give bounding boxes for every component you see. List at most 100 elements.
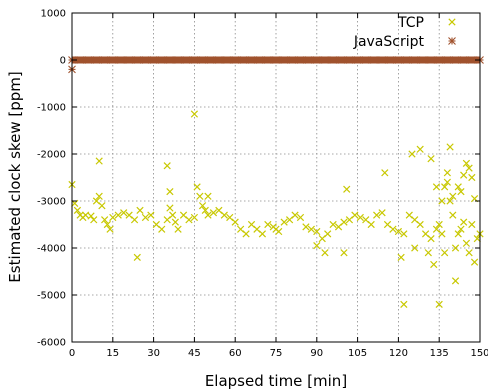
- tcp-point: [424, 249, 432, 257]
- tcp-point: [397, 253, 405, 262]
- tcp-point: [95, 157, 103, 165]
- tcp-point: [446, 143, 454, 151]
- tcp-point: [264, 220, 272, 229]
- tcp-point: [136, 206, 144, 215]
- tcp-point: [400, 300, 408, 309]
- tcp-point: [400, 230, 408, 238]
- x-tick-label: 75: [270, 348, 283, 359]
- tcp-point: [101, 216, 109, 224]
- tcp-point: [242, 230, 250, 238]
- x-tick-label: 60: [229, 348, 242, 359]
- legend: TCP JavaScript: [353, 15, 456, 50]
- y-tick-label: 1000: [41, 9, 66, 20]
- tcp-point: [457, 187, 465, 196]
- tcp-point: [201, 206, 209, 215]
- tcp-point: [296, 213, 305, 222]
- tcp-point: [106, 225, 114, 233]
- tcp-point: [457, 225, 465, 233]
- tcp-point: [465, 164, 473, 172]
- tcp-point: [408, 150, 416, 158]
- x-tick-label: 105: [348, 348, 367, 359]
- tcp-point: [114, 211, 122, 219]
- tcp-point: [185, 216, 193, 224]
- y-tick-label: -1000: [37, 103, 66, 114]
- tcp-point: [313, 242, 321, 250]
- tcp-point: [158, 225, 166, 233]
- tcp-point: [95, 192, 103, 200]
- tcp-point: [443, 178, 451, 186]
- tcp-point: [133, 253, 141, 262]
- tcp-point: [438, 230, 446, 238]
- tcp-point: [141, 213, 150, 222]
- tcp-point: [430, 260, 438, 269]
- tcp-point: [73, 206, 82, 215]
- legend-label-javascript: JavaScript: [353, 34, 425, 50]
- tcp-point: [451, 244, 460, 252]
- tcp-point: [190, 110, 199, 118]
- tcp-point: [174, 225, 182, 233]
- tcp-point: [449, 192, 457, 200]
- tcp-point: [313, 227, 321, 236]
- x-axis-label: Elapsed time [min]: [205, 372, 347, 390]
- tcp-point: [280, 218, 288, 226]
- tcp-point: [340, 218, 348, 226]
- tcp-point: [427, 234, 435, 243]
- tcp-point: [460, 218, 468, 226]
- tcp-point: [275, 227, 283, 236]
- tcp-point: [163, 162, 171, 170]
- tcp-point: [130, 216, 139, 224]
- legend-tcp-x-icon: [448, 18, 456, 26]
- tcp-point: [468, 220, 476, 229]
- tcp-point: [231, 218, 239, 226]
- legend-javascript-star-icon: [448, 37, 456, 45]
- tcp-point: [198, 202, 207, 210]
- tcp-point: [340, 249, 348, 257]
- javascript-band: [72, 56, 480, 64]
- tcp-point: [441, 249, 449, 257]
- x-tick-label: 15: [106, 348, 119, 359]
- tcp-point: [462, 239, 471, 247]
- tcp-point: [427, 155, 435, 163]
- tcp-point: [98, 202, 106, 210]
- tcp-point: [329, 220, 337, 229]
- y-tick-label: -3000: [37, 197, 66, 208]
- tcp-point: [196, 192, 204, 200]
- tcp-point: [389, 225, 397, 233]
- y-tick-label: -4000: [37, 244, 66, 255]
- tcp-point: [166, 187, 174, 196]
- tcp-point: [307, 225, 315, 233]
- tcp-point: [416, 145, 424, 153]
- tcp-point: [209, 209, 218, 217]
- tcp-point: [258, 230, 267, 238]
- tcp-point: [190, 213, 199, 222]
- tcp-point: [435, 220, 443, 229]
- x-tick-label: 90: [310, 348, 323, 359]
- tcp-point: [166, 204, 174, 212]
- axis-ticks: 0 15 30 45 60 75 90 105 120 135 150 1000 0 -1000 -2000…: [37, 9, 488, 360]
- tcp-point: [441, 183, 449, 191]
- y-tick-label: -6000: [37, 338, 66, 349]
- tcp-point: [460, 171, 468, 179]
- tcp-point: [435, 300, 443, 309]
- tcp-point: [356, 213, 364, 222]
- tcp-point: [449, 211, 457, 219]
- tcp-point: [291, 211, 299, 219]
- legend-marker-javascript: [448, 37, 456, 45]
- tcp-point: [451, 277, 460, 285]
- y-axis-label: Estimated clock skew [ppm]: [6, 71, 24, 282]
- tcp-point: [90, 216, 98, 224]
- tcp-point: [193, 183, 201, 191]
- tcp-point: [446, 197, 454, 205]
- tcp-point: [169, 211, 177, 219]
- legend-label-tcp: TCP: [397, 15, 424, 31]
- tcp-point: [321, 249, 329, 257]
- tcp-point: [432, 183, 441, 191]
- tcp-point: [324, 230, 332, 238]
- tcp-point: [454, 230, 462, 238]
- x-tick-label: 45: [188, 348, 201, 359]
- tcp-point: [473, 234, 481, 243]
- x-tick-label: 120: [389, 348, 408, 359]
- x-tick-label: 135: [430, 348, 449, 359]
- legend-marker-tcp: [448, 18, 456, 26]
